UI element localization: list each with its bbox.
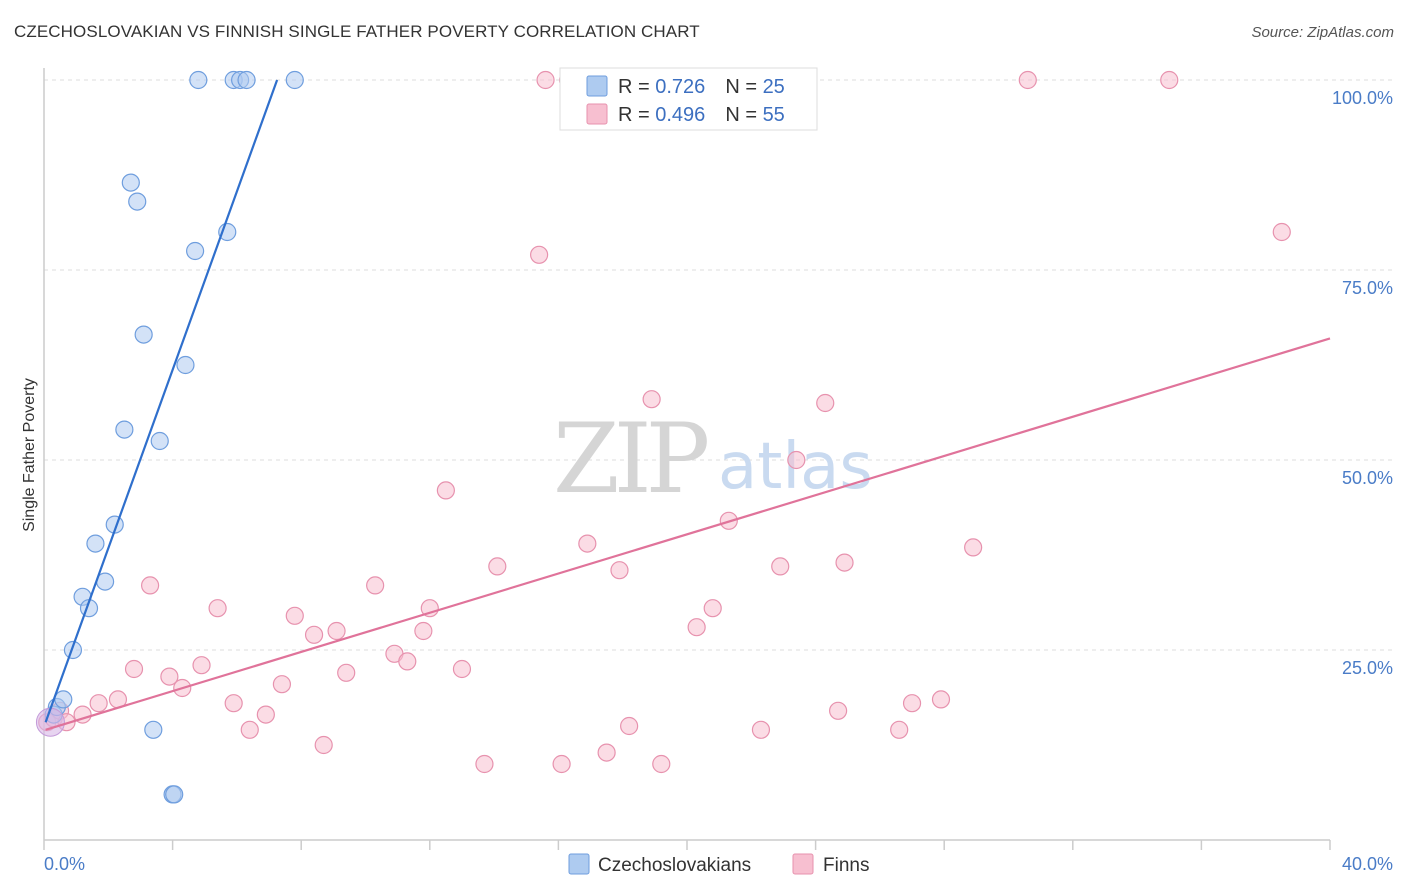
legend-n-label-1: N = — [725, 76, 762, 98]
legend-row-2: R = 0.496 N = 55 — [618, 104, 785, 126]
finns-point-50 — [835, 553, 854, 572]
finns-point-5 — [89, 694, 108, 713]
finns-point-29 — [475, 754, 494, 774]
finns-point-55 — [1018, 70, 1037, 90]
finns-point-21 — [337, 663, 356, 682]
bottom-legend-label-finns: Finns — [823, 855, 869, 876]
legend-n-value-1: 25 — [763, 76, 785, 98]
czechoslovakians-point-14 — [150, 431, 169, 451]
finns-point-16 — [272, 675, 292, 694]
czechoslovakians-point-23 — [237, 70, 256, 90]
x-tick-label-max: 40.0% — [1342, 854, 1393, 874]
czechoslovakians-point-2 — [54, 690, 73, 709]
chart-title: CZECHOSLOVAKIAN VS FINNISH SINGLE FATHER… — [14, 22, 700, 41]
finns-point-8 — [140, 576, 160, 595]
finns-point-25 — [414, 621, 433, 641]
czechoslovakians-point-10 — [121, 173, 140, 192]
czechoslovakians-point-18 — [186, 241, 205, 261]
series-legend: Czechoslovakians Finns — [568, 853, 869, 876]
finns-point-11 — [192, 656, 211, 675]
czechoslovakians-point-9 — [115, 420, 134, 439]
finns-point-18 — [304, 625, 324, 644]
finns-point-41 — [687, 618, 706, 637]
finns-point-22 — [366, 576, 385, 595]
czechoslovakians-point-12 — [134, 325, 153, 344]
finns-point-24 — [398, 652, 417, 671]
finns-point-54 — [964, 538, 983, 557]
finns-point-33 — [552, 754, 571, 774]
finns-point-46 — [771, 557, 790, 576]
legend-r-value-2: 0.496 — [655, 104, 705, 126]
y-axis-title: Single Father Poverty — [21, 378, 38, 532]
correlation-legend: R = 0.726 N = 25 R = 0.496 N = 55 — [559, 67, 818, 131]
finns-point-27 — [436, 481, 455, 500]
finns-point-40 — [652, 754, 671, 774]
finns-point-12 — [208, 599, 227, 618]
czechoslovakians-point-19 — [189, 70, 208, 90]
czechoslovakians-point-16 — [165, 785, 184, 804]
y-tick-label-75: 75.0% — [1342, 278, 1393, 298]
trend-lines — [44, 79, 1331, 731]
finns-point-13 — [224, 694, 243, 713]
czechoslovakians-point-17 — [176, 355, 195, 375]
legend-r-label-1: R = — [618, 76, 655, 98]
bottom-legend-label-czechoslovakians: Czechoslovakians — [598, 855, 751, 876]
legend-r-label-2: R = — [618, 104, 655, 126]
watermark: ZIP atlas — [553, 403, 873, 515]
finns-point-7 — [124, 659, 144, 679]
source-label: Source: ZipAtlas.com — [1251, 24, 1394, 41]
finns-point-38 — [620, 716, 639, 736]
finns-point-28 — [452, 659, 472, 679]
finns-point-47 — [787, 450, 806, 470]
finns-point-14 — [240, 720, 259, 739]
finns-point-48 — [816, 393, 835, 413]
czechoslovakians-point-3 — [63, 640, 83, 660]
y-tick-label-50: 50.0% — [1342, 468, 1393, 488]
finns-point-37 — [610, 561, 629, 580]
finns-point-45 — [751, 720, 771, 739]
finns-point-32 — [536, 70, 555, 90]
legend-swatch-pink — [586, 103, 608, 125]
trend-line-czechoslovakians — [44, 79, 279, 723]
finns-point-35 — [578, 534, 597, 553]
series-czechoslovakians-points — [35, 70, 304, 804]
czechoslovakians-point-6 — [86, 534, 105, 553]
finns-point-39 — [642, 390, 661, 409]
czechoslovakians-point-11 — [128, 192, 147, 211]
finns-point-56 — [1160, 70, 1179, 90]
watermark-zip: ZIP — [553, 403, 708, 515]
czechoslovakians-point-13 — [144, 720, 163, 739]
legend-n-value-2: 55 — [763, 104, 785, 126]
legend-row-1: R = 0.726 N = 25 — [618, 76, 785, 98]
y-tick-label-25: 25.0% — [1342, 658, 1393, 678]
bottom-legend-swatch-finns — [792, 853, 814, 875]
bottom-legend-swatch-czechoslovakians — [568, 853, 590, 875]
finns-point-17 — [285, 606, 304, 625]
finns-point-36 — [597, 743, 616, 762]
legend-n-label-2: N = — [725, 104, 762, 126]
finns-point-31 — [530, 245, 549, 264]
origin-cluster-point — [35, 707, 65, 737]
finns-point-52 — [902, 694, 922, 713]
x-tick-label-min: 0.0% — [44, 854, 85, 874]
y-tick-label-100: 100.0% — [1332, 88, 1393, 108]
finns-point-9 — [160, 667, 179, 686]
finns-point-30 — [488, 557, 507, 576]
legend-swatch-blue — [586, 75, 608, 97]
czechoslovakians-point-24 — [285, 70, 304, 90]
finns-point-15 — [256, 705, 275, 724]
finns-point-53 — [931, 690, 951, 709]
trend-line-finns — [45, 337, 1331, 731]
finns-point-19 — [314, 735, 333, 755]
finns-point-49 — [829, 701, 848, 720]
y-tick-labels: 25.0% 50.0% 75.0% 100.0% — [1332, 88, 1393, 678]
finns-point-57 — [1272, 222, 1291, 242]
finns-point-42 — [703, 599, 722, 618]
legend-r-value-1: 0.726 — [655, 76, 705, 98]
finns-point-51 — [890, 720, 909, 739]
finns-point-20 — [327, 621, 346, 641]
